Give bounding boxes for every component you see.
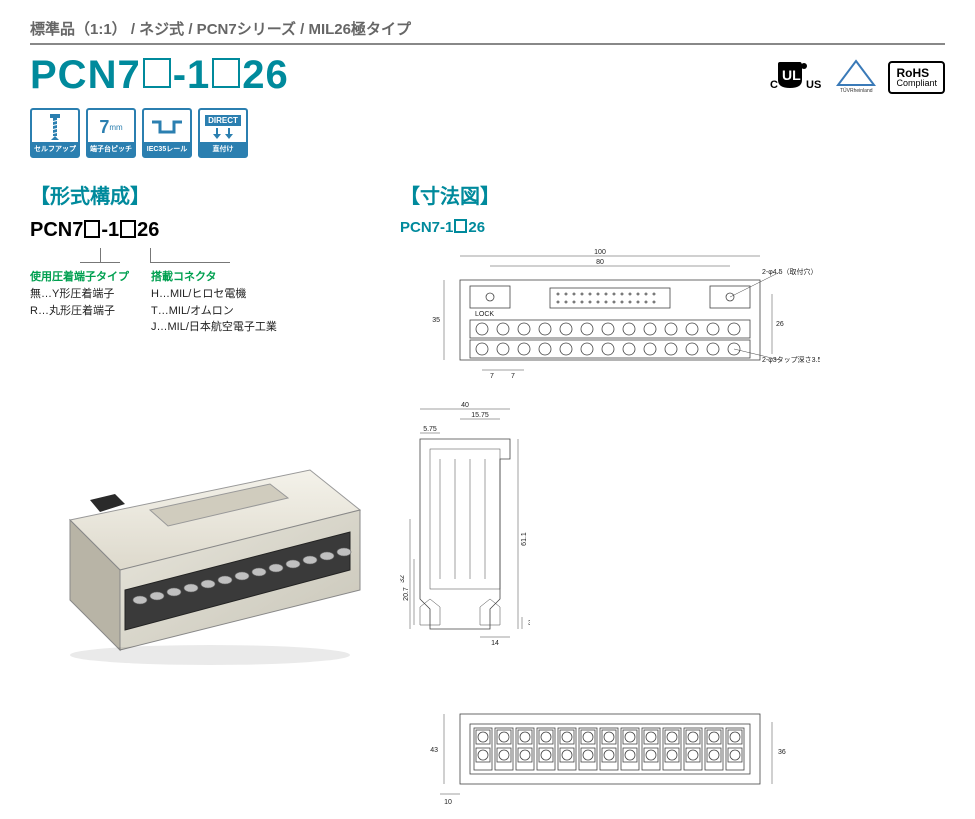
badge-selfup: セルフアップ xyxy=(30,108,80,158)
svg-text:10: 10 xyxy=(444,799,452,806)
product-title: PCN7 -1 26 xyxy=(30,53,289,98)
tuv-badge: TÜVRheinland xyxy=(834,59,878,96)
badge-direct: DIRECT 直付け xyxy=(198,108,248,158)
connector-row-1: T…MIL/オムロン xyxy=(151,303,277,320)
svg-text:15.75: 15.75 xyxy=(471,412,489,419)
ds-p1: PCN7-1 xyxy=(400,219,453,236)
title-part1: PCN7 xyxy=(30,53,141,97)
title-part2: -1 xyxy=(173,53,211,97)
pitch-unit: mm xyxy=(109,123,122,132)
svg-text:43: 43 xyxy=(430,747,438,754)
svg-text:32: 32 xyxy=(400,575,406,583)
screw-icon xyxy=(46,113,64,142)
format-col-terminal: 使用圧着端子タイプ 無…Y形圧着端子 R…丸形圧着端子 xyxy=(30,268,129,336)
fc-p1: PCN7 xyxy=(30,219,83,241)
svg-text:7: 7 xyxy=(490,373,494,380)
dim-subtitle: PCN7-1 26 xyxy=(400,219,945,236)
feature-badges: セルフアップ 7mm 端子台ピッチ IEC35レール DIRECT 直付け xyxy=(30,108,945,158)
connector-header: 搭載コネクタ xyxy=(151,268,277,284)
svg-text:14: 14 xyxy=(491,640,499,647)
ds-box xyxy=(454,219,467,233)
title-part3: 26 xyxy=(242,53,289,97)
format-table: 使用圧着端子タイプ 無…Y形圧着端子 R…丸形圧着端子 搭載コネクタ H…MIL… xyxy=(30,268,370,336)
badge-pitch-label: 端子台ピッチ xyxy=(88,142,134,156)
rohs-badge: RoHS Compliant xyxy=(888,61,945,94)
title-placeholder-1 xyxy=(143,58,171,88)
terminal-row-1: R…丸形圧着端子 xyxy=(30,303,129,320)
fc-p3: 26 xyxy=(137,219,159,241)
tuv-label: TÜVRheinland xyxy=(840,87,873,93)
terminal-header: 使用圧着端子タイプ xyxy=(30,268,129,284)
ul-c: C xyxy=(770,79,778,91)
title-placeholder-2 xyxy=(212,58,240,88)
format-connector-lines xyxy=(30,248,370,264)
ul-us: US xyxy=(806,79,821,91)
svg-text:2-φ4.5（取付穴）: 2-φ4.5（取付穴） xyxy=(762,267,818,276)
direct-icon: DIRECT xyxy=(205,113,241,142)
fc-p2: -1 xyxy=(101,219,119,241)
breadcrumb: 標準品（1:1） / ネジ式 / PCN7シリーズ / MIL26極タイプ xyxy=(30,18,945,45)
rohs-bottom: Compliant xyxy=(896,79,937,88)
ul-badge: C UL US xyxy=(768,60,824,95)
svg-text:80: 80 xyxy=(596,259,604,266)
svg-text:LOCK: LOCK xyxy=(475,311,494,318)
pitch-icon: 7mm xyxy=(99,113,122,142)
format-section-title: 【形式構成】 xyxy=(30,180,370,209)
ds-p2: 26 xyxy=(468,219,485,236)
svg-text:3.5: 3.5 xyxy=(528,620,530,627)
svg-text:26: 26 xyxy=(776,321,784,328)
dimension-column: 【寸法図】 PCN7-1 26 100 80 LOCK xyxy=(400,180,945,819)
svg-text:100: 100 xyxy=(594,249,606,256)
pitch-value: 7 xyxy=(99,117,109,138)
badge-pitch: 7mm 端子台ピッチ xyxy=(86,108,136,158)
format-code: PCN7 -1 26 xyxy=(30,219,370,242)
rail-icon xyxy=(150,113,184,142)
fc-box2 xyxy=(120,220,136,238)
badge-rail-label: IEC35レール xyxy=(144,142,190,156)
badge-selfup-label: セルフアップ xyxy=(32,142,78,156)
svg-text:2-φ3タップ深さ3.5: 2-φ3タップ深さ3.5 xyxy=(762,355,820,364)
dim-section-title: 【寸法図】 xyxy=(400,180,945,209)
badge-rail: IEC35レール xyxy=(142,108,192,158)
fc-box1 xyxy=(84,220,100,238)
svg-text:7: 7 xyxy=(511,373,515,380)
certification-badges: C UL US TÜVRheinland RoHS Compliant xyxy=(768,59,945,96)
header-row: PCN7 -1 26 C UL US TÜVRheinland RoHS Compl… xyxy=(30,53,945,98)
connector-row-0: H…MIL/ヒロセ電機 xyxy=(151,286,277,303)
svg-text:40: 40 xyxy=(461,402,469,409)
product-photo xyxy=(30,440,380,670)
direct-top: DIRECT xyxy=(205,115,241,126)
drawings: 100 80 LOCK xyxy=(400,244,945,819)
connector-row-2: J…MIL/日本航空電子工業 xyxy=(151,319,277,336)
drawing-side-view: 40 15.75 5.75 61.1 32 20.7 3.5 xyxy=(400,399,530,684)
svg-text:UL: UL xyxy=(782,67,801,83)
drawing-front-view: 43 36 10 xyxy=(400,694,820,819)
terminal-row-0: 無…Y形圧着端子 xyxy=(30,286,129,303)
drawing-top-view: 100 80 LOCK xyxy=(400,244,820,389)
svg-text:36: 36 xyxy=(778,749,786,756)
svg-text:35: 35 xyxy=(432,317,440,324)
svg-text:5.75: 5.75 xyxy=(423,426,437,433)
format-col-connector: 搭載コネクタ H…MIL/ヒロセ電機 T…MIL/オムロン J…MIL/日本航空… xyxy=(151,268,277,336)
svg-text:20.7: 20.7 xyxy=(403,587,410,601)
svg-text:61.1: 61.1 xyxy=(521,532,528,546)
badge-direct-label: 直付け xyxy=(200,142,246,156)
